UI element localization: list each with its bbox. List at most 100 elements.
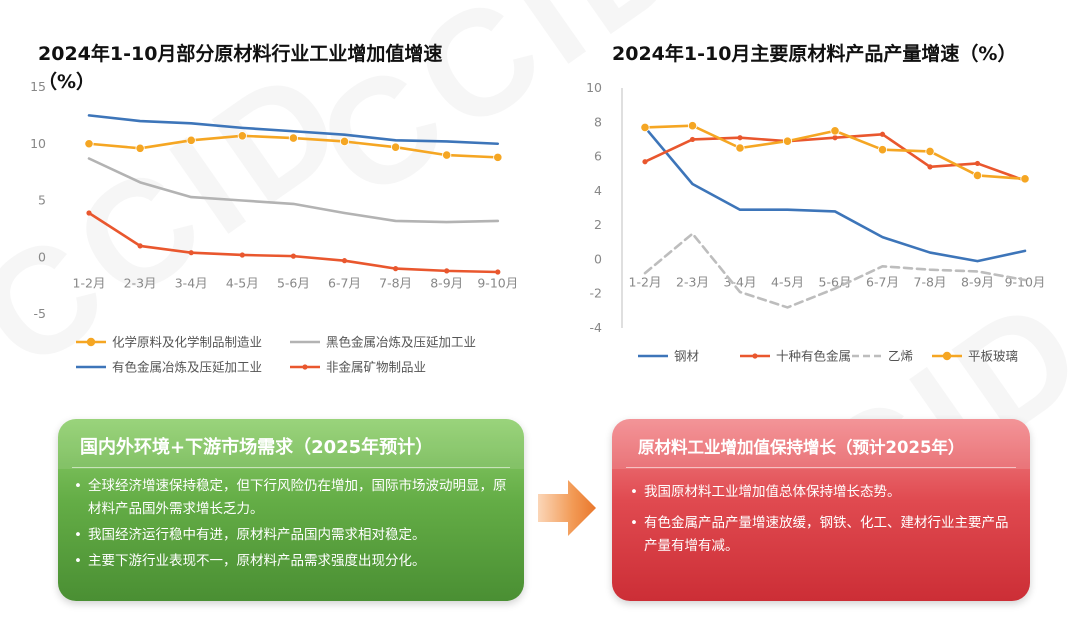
x-tick-label: 6-7月	[866, 274, 899, 289]
series-point	[393, 266, 399, 272]
raw-material-growth-panel: 原材料工业增加值保持增长（预计2025年） 我国原材料工业增加值总体保持增长态势…	[612, 419, 1030, 601]
series-point	[495, 269, 501, 275]
x-tick-label: 2-3月	[676, 274, 709, 289]
panel-title: 原材料工业增加值保持增长（预计2025年）	[638, 438, 965, 457]
series-point	[877, 145, 888, 155]
bullet-item: 我国原材料工业增加值总体保持增长态势。	[630, 481, 1020, 504]
y-tick-label: 0	[38, 249, 46, 264]
series-point	[1020, 174, 1030, 184]
y-tick-label: 8	[594, 114, 602, 129]
series-point	[737, 135, 743, 141]
series-point	[339, 136, 350, 147]
y-tick-label: 6	[594, 149, 602, 164]
legend-label: 有色金属冶炼及压延加工业	[112, 360, 262, 375]
panel-bullet-list: 全球经济增速保持稳定，但下行风险仍在增加，国际市场波动明显，原材料产品国外需求增…	[74, 475, 514, 576]
legend-label: 黑色金属冶炼及压延加工业	[326, 335, 476, 350]
x-tick-label: 4-5月	[226, 275, 259, 290]
bullet-item: 主要下游行业表现不一，原材料产品需求强度出现分化。	[74, 550, 514, 573]
x-tick-label: 4-5月	[771, 274, 804, 289]
series-line	[87, 157, 500, 224]
left-line-chart: 15 10 5 0 -5 1-2月 2-3月 3-4月 4-5月 5-6月 6-7月 7-8月 8-9…	[30, 79, 518, 375]
y-tick-label: 5	[38, 193, 46, 208]
y-tick-label: 15	[30, 79, 46, 94]
x-tick-label: 6-7月	[328, 275, 361, 290]
left-chart-title-line1: 2024年1-10月部分原材料行业工业增加值增速	[38, 43, 443, 65]
series-point	[84, 139, 94, 149]
series-line	[643, 232, 1027, 309]
series-point	[288, 133, 298, 143]
series-point	[689, 136, 696, 143]
x-tick-label: 7-8月	[914, 274, 947, 289]
panel-divider	[626, 467, 1016, 468]
series-point	[341, 258, 348, 264]
series-line	[643, 126, 1027, 263]
right-arrow-icon	[538, 480, 596, 536]
y-tick-label: 2	[594, 217, 602, 232]
legend-marker	[302, 364, 308, 370]
series-point	[86, 210, 92, 216]
legend-label: 乙烯	[888, 349, 913, 364]
x-tick-label: 7-8月	[379, 275, 412, 290]
series-line	[643, 132, 1027, 182]
panel-header	[58, 419, 524, 469]
series-point	[640, 122, 650, 133]
series-point	[974, 160, 981, 167]
y-tick-label: -5	[34, 306, 46, 321]
legend-marker	[942, 351, 952, 361]
right-chart-title: 2024年1-10月主要原材料产品产量增速（%）	[612, 40, 1016, 68]
legend-label: 十种有色金属	[776, 349, 851, 364]
series-point	[832, 135, 838, 141]
series-point	[135, 143, 145, 153]
series-point	[442, 150, 452, 160]
series-point	[186, 135, 196, 145]
x-tick-label: 1-2月	[629, 274, 662, 289]
x-tick-label: 8-9月	[961, 274, 994, 289]
y-tick-label: 10	[30, 136, 46, 151]
bullet-item: 有色金属产品产量增速放缓，钢铁、化工、建材行业主要产品产量有增有减。	[630, 512, 1020, 558]
x-tick-label: 2-3月	[124, 275, 157, 290]
series-point	[879, 131, 886, 137]
x-tick-label: 3-4月	[724, 274, 757, 289]
legend-marker	[86, 337, 96, 347]
panel-title: 国内外环境+下游市场需求（2025年预计）	[80, 437, 434, 458]
legend-label: 平板玻璃	[968, 349, 1018, 364]
x-tick-label: 1-2月	[73, 275, 106, 290]
bullet-item: 全球经济增速保持稳定，但下行风险仍在增加，国际市场波动明显，原材料产品国外需求增…	[74, 475, 514, 521]
series-point	[782, 136, 793, 146]
series-point	[493, 152, 503, 162]
series-point	[927, 164, 933, 170]
legend-label: 钢材	[674, 349, 699, 364]
domestic-foreign-environment-panel: 国内外环境+下游市场需求（2025年预计） 全球经济增速保持稳定，但下行风险仍在…	[58, 419, 524, 601]
legend-marker	[752, 353, 758, 359]
series-point	[972, 170, 983, 181]
y-tick-label: -4	[590, 320, 603, 335]
left-chart-title: 2024年1-10月部分原材料行业工业增加值增速 （%）	[38, 40, 442, 96]
series-point	[444, 268, 450, 274]
x-tick-label: 8-9月	[430, 275, 463, 290]
left-chart-title-line2: （%）	[38, 71, 96, 93]
series-point	[290, 253, 296, 259]
legend-label: 非金属矿物制品业	[326, 360, 426, 375]
series-point	[687, 121, 698, 131]
series-point	[925, 146, 935, 157]
series-point	[642, 159, 648, 165]
series-point	[188, 250, 194, 256]
series-point	[137, 243, 143, 249]
panel-header	[612, 419, 1030, 469]
series-line	[87, 114, 500, 146]
series-point	[390, 142, 401, 152]
panel-bullet-list: 我国原材料工业增加值总体保持增长态势。 有色金属产品产量增速放缓，钢铁、化工、建…	[630, 481, 1020, 566]
series-point	[239, 252, 245, 258]
y-tick-label: 0	[594, 251, 602, 266]
panel-divider	[72, 467, 510, 468]
series-point	[830, 126, 840, 136]
y-tick-label: -2	[590, 286, 602, 301]
legend-label: 化学原料及化学制品制造业	[112, 335, 262, 350]
series-point	[735, 143, 745, 153]
y-tick-label: 10	[586, 80, 602, 95]
right-chart-title-text: 2024年1-10月主要原材料产品产量增速（%）	[612, 43, 1017, 65]
x-tick-label: 3-4月	[175, 275, 208, 290]
x-tick-label: 9-10月	[477, 275, 518, 290]
x-tick-label: 5-6月	[277, 275, 310, 290]
